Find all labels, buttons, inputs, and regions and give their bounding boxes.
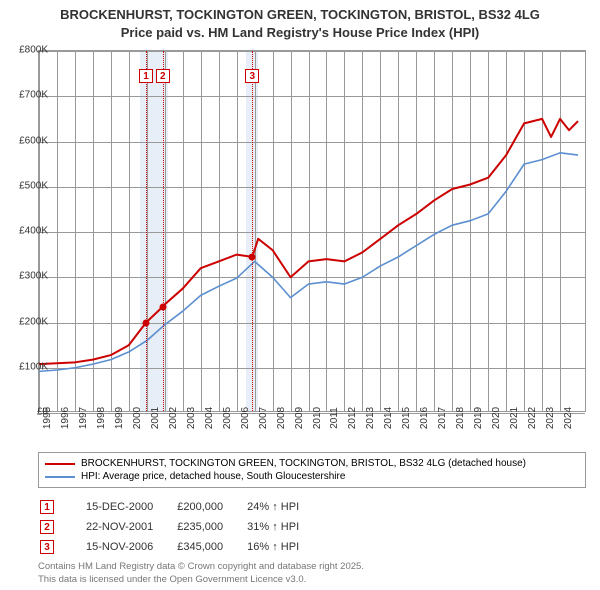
x-tick-label: 2002	[168, 407, 179, 429]
legend-item: BROCKENHURST, TOCKINGTON GREEN, TOCKINGT…	[45, 457, 579, 470]
x-tick-label: 2019	[473, 407, 484, 429]
title-line2: Price paid vs. HM Land Registry's House …	[10, 24, 590, 42]
x-tick-label: 2024	[563, 407, 574, 429]
legend-label: BROCKENHURST, TOCKINGTON GREEN, TOCKINGT…	[81, 458, 526, 469]
x-tick-label: 2021	[509, 407, 520, 429]
x-tick-label: 2004	[204, 407, 215, 429]
event-number-box: 3	[40, 540, 54, 554]
legend: BROCKENHURST, TOCKINGTON GREEN, TOCKINGT…	[38, 452, 586, 488]
x-tick-label: 2023	[545, 407, 556, 429]
x-tick-label: 1998	[96, 407, 107, 429]
x-tick-label: 2006	[240, 407, 251, 429]
y-tick-label: £700K	[19, 90, 48, 101]
event-delta: 31% ↑ HPI	[247, 518, 321, 536]
x-tick-label: 2007	[258, 407, 269, 429]
event-marker-line	[146, 51, 147, 411]
event-date: 15-NOV-2006	[86, 538, 175, 556]
chart-title: BROCKENHURST, TOCKINGTON GREEN, TOCKINGT…	[0, 0, 600, 45]
y-tick-label: £100K	[19, 361, 48, 372]
series-price_paid	[39, 119, 578, 364]
event-marker-dot	[249, 253, 256, 260]
x-tick-label: 1997	[78, 407, 89, 429]
event-row: 3 15-NOV-2006£345,00016% ↑ HPI	[40, 538, 321, 556]
y-tick-label: £300K	[19, 271, 48, 282]
x-tick-label: 2003	[186, 407, 197, 429]
x-tick-label: 2020	[491, 407, 502, 429]
x-tick-label: 2008	[276, 407, 287, 429]
y-tick-label: £600K	[19, 135, 48, 146]
event-marker-number: 3	[245, 69, 259, 83]
event-delta: 24% ↑ HPI	[247, 498, 321, 516]
x-tick-label: 2015	[401, 407, 412, 429]
x-tick-label: 1999	[114, 407, 125, 429]
x-tick-label: 2022	[527, 407, 538, 429]
footer-attribution: Contains HM Land Registry data © Crown c…	[38, 561, 364, 586]
x-tick-label: 2012	[347, 407, 358, 429]
footer-line2: This data is licensed under the Open Gov…	[38, 574, 364, 586]
x-tick-label: 1995	[42, 407, 53, 429]
footer-line1: Contains HM Land Registry data © Crown c…	[38, 561, 364, 573]
x-tick-label: 2017	[437, 407, 448, 429]
x-tick-label: 1996	[60, 407, 71, 429]
x-tick-label: 2014	[383, 407, 394, 429]
event-row: 2 22-NOV-2001£235,00031% ↑ HPI	[40, 518, 321, 536]
event-number-box: 2	[40, 520, 54, 534]
title-line1: BROCKENHURST, TOCKINGTON GREEN, TOCKINGT…	[10, 6, 590, 24]
x-tick-label: 2005	[222, 407, 233, 429]
x-tick-label: 2013	[365, 407, 376, 429]
legend-item: HPI: Average price, detached house, Sout…	[45, 470, 579, 483]
event-price: £235,000	[177, 518, 245, 536]
event-number-box: 1	[40, 500, 54, 514]
chart-plot-area: 12 3	[38, 50, 586, 412]
event-marker-number: 2	[156, 69, 170, 83]
x-tick-label: 2018	[455, 407, 466, 429]
legend-label: HPI: Average price, detached house, Sout…	[81, 471, 345, 482]
x-tick-label: 2000	[132, 407, 143, 429]
x-tick-label: 2011	[329, 407, 340, 429]
event-row: 1 15-DEC-2000£200,00024% ↑ HPI	[40, 498, 321, 516]
event-price: £345,000	[177, 538, 245, 556]
event-delta: 16% ↑ HPI	[247, 538, 321, 556]
y-tick-label: £200K	[19, 316, 48, 327]
event-marker-line	[163, 51, 164, 411]
event-price: £200,000	[177, 498, 245, 516]
events-table: 1 15-DEC-2000£200,00024% ↑ HPI 2 22-NOV-200…	[38, 496, 323, 558]
event-marker-line	[252, 51, 253, 411]
x-tick-label: 2001	[150, 407, 161, 429]
y-tick-label: £400K	[19, 226, 48, 237]
x-tick-label: 2010	[312, 407, 323, 429]
y-tick-label: £800K	[19, 45, 48, 56]
event-marker-number: 1	[139, 69, 153, 83]
x-tick-label: 2009	[294, 407, 305, 429]
y-tick-label: £500K	[19, 180, 48, 191]
event-date: 15-DEC-2000	[86, 498, 175, 516]
event-marker-dot	[159, 303, 166, 310]
legend-swatch	[45, 463, 75, 465]
chart-lines-svg	[39, 51, 585, 411]
x-tick-label: 2016	[419, 407, 430, 429]
event-date: 22-NOV-2001	[86, 518, 175, 536]
legend-swatch	[45, 476, 75, 478]
event-marker-dot	[143, 319, 150, 326]
